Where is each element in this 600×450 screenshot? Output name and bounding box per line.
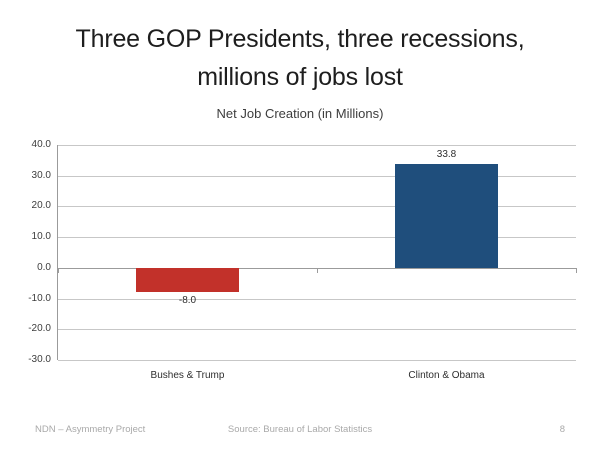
axis-tick-mark: [575, 267, 577, 273]
gridline: [58, 237, 576, 239]
chart-title: Net Job Creation (in Millions): [216, 106, 384, 121]
footer-page-number: 8: [559, 423, 566, 435]
gridline: [58, 145, 576, 146]
x-category-label: Bushes & Trump: [150, 370, 225, 381]
gridline: [58, 329, 576, 331]
bar-chart-plot-area: 40.0 30.0 20.0 10.0 0.0 -10.0 -20.0 -30.0 -8.0 Bu…: [28, 139, 577, 381]
y-tick-label: -10.0: [28, 292, 51, 304]
slide-title-line-1: Three GOP Presidents, three recessions,: [75, 25, 525, 53]
gridline: [58, 298, 576, 300]
slide-footer: NDN – Asymmetry Project Source: Bureau o…: [0, 421, 600, 437]
y-tick-label: 10.0: [31, 231, 51, 243]
y-tick-label: 30.0: [31, 169, 51, 181]
gridline: [58, 175, 576, 177]
x-category-label: Clinton & Obama: [408, 370, 485, 381]
y-tick-label: -20.0: [28, 323, 51, 335]
gridline: [58, 360, 576, 361]
gridline: [58, 206, 576, 208]
y-axis-line: [57, 145, 58, 360]
slide-title-line-2: millions of jobs lost: [197, 63, 403, 91]
y-tick-label: 20.0: [31, 200, 51, 212]
y-tick-label: 0.0: [37, 261, 51, 273]
footer-left-text: NDN – Asymmetry Project: [35, 423, 146, 435]
y-tick-label: -30.0: [28, 354, 51, 365]
data-label: 33.8: [436, 149, 457, 161]
axis-tick-mark: [57, 267, 59, 273]
bar-1: [135, 267, 240, 293]
data-label: -8.0: [178, 295, 197, 307]
footer-source-text: Source: Bureau of Labor Statistics: [227, 423, 373, 435]
y-tick-label: 40.0: [31, 139, 51, 150]
slide-title: Three GOP Presidents, three recessions, …: [0, 20, 600, 96]
axis-tick-mark: [316, 267, 318, 273]
bar-2: [394, 164, 499, 268]
